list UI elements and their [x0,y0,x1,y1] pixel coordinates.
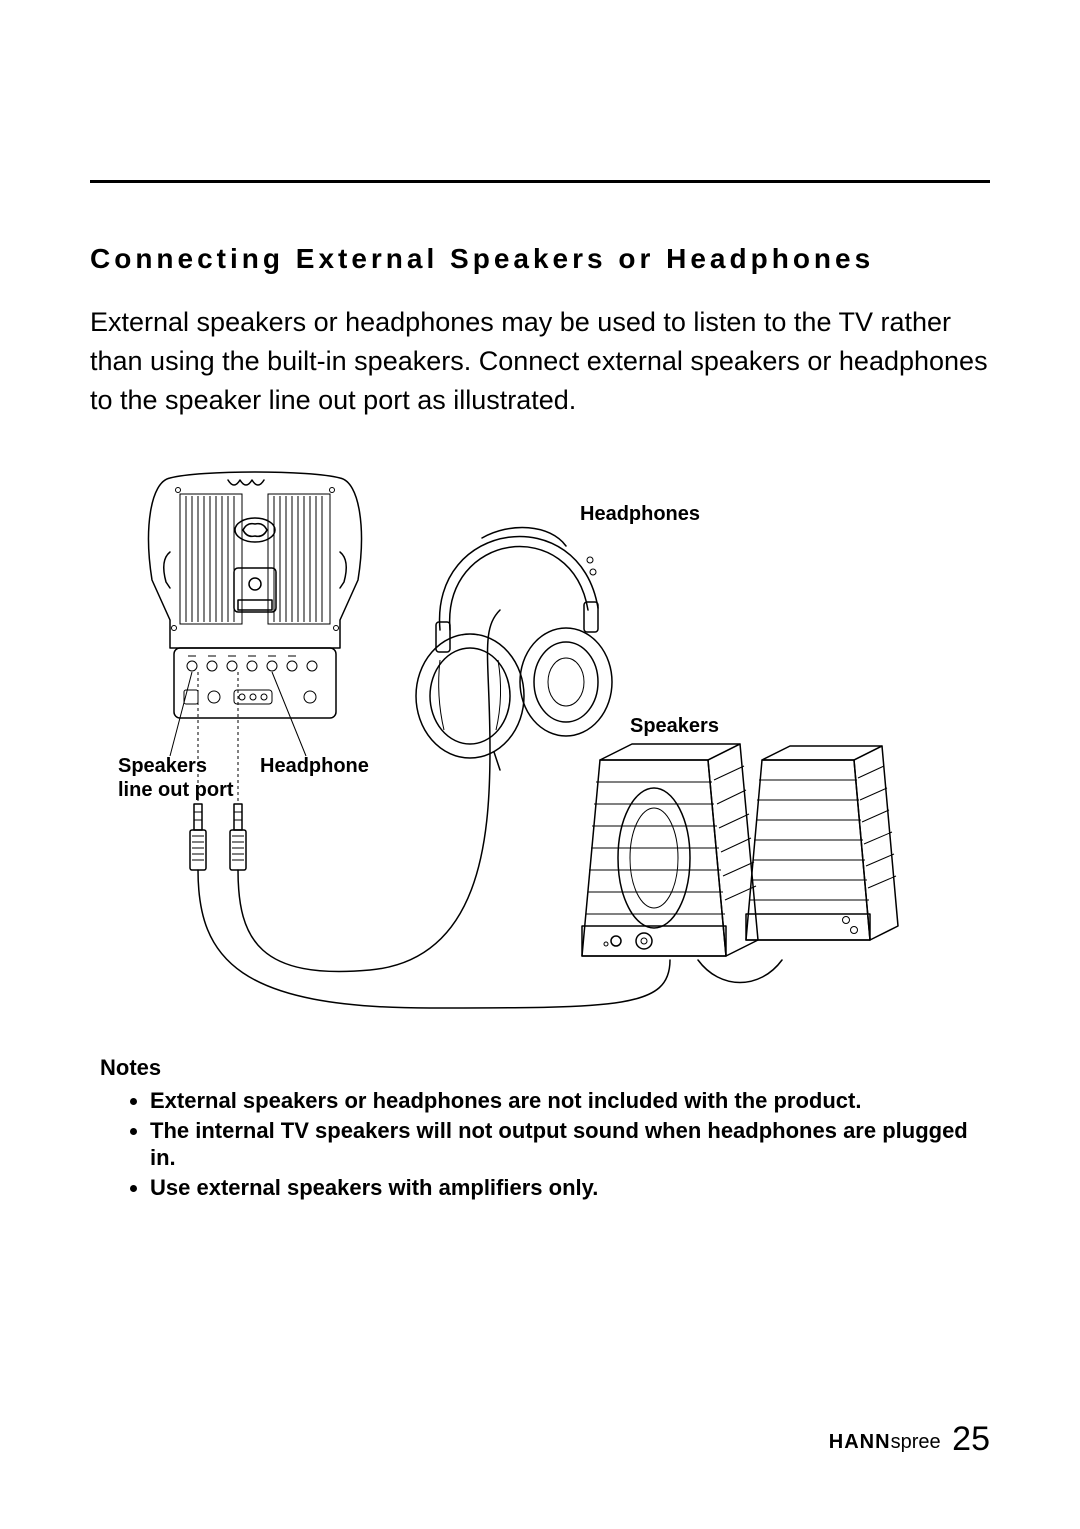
speakers-port-label-l2: line out port [118,779,234,801]
tv-unit-icon [149,472,362,718]
connection-diagram: Speakers line out port Headphone [110,460,900,1025]
page-footer: HANNspree 25 [829,1420,990,1459]
section-body: External speakers or headphones may be u… [90,303,990,420]
speakers-label: Speakers [630,715,719,737]
speakers-port-label-l1: Speakers [118,755,207,777]
speaker-left-icon [582,744,758,956]
jack-plug-icon [190,804,246,870]
note-item: Use external speakers with amplifiers on… [150,1174,990,1202]
section-heading: Connecting External Speakers or Headphon… [90,243,990,275]
brand-bold: HANN [829,1431,891,1453]
brand-light: spree [891,1431,941,1453]
note-item: The internal TV speakers will not output… [150,1117,990,1172]
headphones-icon [416,528,612,770]
notes-list: External speakers or headphones are not … [90,1087,990,1201]
top-rule [90,180,990,183]
page-number: 25 [952,1420,990,1458]
note-item: External speakers or headphones are not … [150,1087,990,1115]
notes-heading: Notes [100,1055,990,1081]
headphone-port-label: Headphone [260,755,369,777]
manual-page: Connecting External Speakers or Headphon… [0,0,1080,1529]
headphones-label: Headphones [580,503,700,525]
speaker-right-icon [746,746,898,940]
